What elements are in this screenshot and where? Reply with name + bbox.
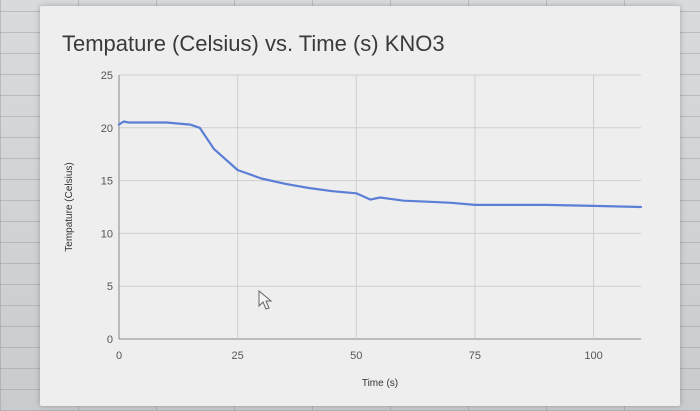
tick-labels: 0 5 10 15 20 25 0 25 50 75 100 xyxy=(101,70,603,362)
x-tick-label-25: 25 xyxy=(232,350,244,362)
y-tick-label-25: 25 xyxy=(101,70,113,82)
series-line-0[interactable] xyxy=(117,120,643,209)
mouse-cursor-icon xyxy=(258,289,273,310)
grid-lines xyxy=(118,74,641,340)
chart-title: Tempature (Celsius) vs. Time (s) KNO3 xyxy=(62,31,445,56)
x-tick-label-0: 0 xyxy=(116,350,122,362)
chart-card[interactable]: Tempature (Celsius) vs. Time (s) KNO3 0 5… xyxy=(40,6,680,406)
y-axis-label: Tempature (Celsius) xyxy=(64,162,75,251)
y-tick-label-20: 20 xyxy=(101,123,113,135)
x-tick-label-100: 100 xyxy=(584,350,602,362)
y-tick-label-0: 0 xyxy=(107,334,113,346)
series-layer xyxy=(117,120,643,209)
x-axis-label: Time (s) xyxy=(362,378,398,389)
x-tick-label-75: 75 xyxy=(469,350,481,362)
y-tick-label-10: 10 xyxy=(101,228,113,240)
y-tick-label-15: 15 xyxy=(101,176,113,188)
chart-plot: 0 5 10 15 20 25 0 25 50 75 100 Time (s) Tempature … xyxy=(64,70,643,389)
y-tick-label-5: 5 xyxy=(107,281,113,293)
x-tick-label-50: 50 xyxy=(350,350,362,362)
